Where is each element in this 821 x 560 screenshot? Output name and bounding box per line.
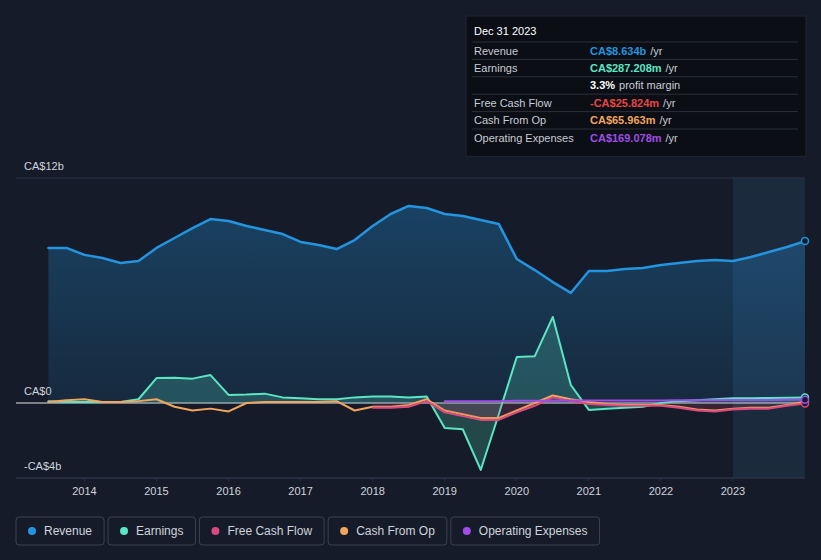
tooltip-unit: /yr — [666, 62, 679, 74]
tooltip-divider — [472, 111, 798, 112]
legend-item: Earnings — [108, 517, 195, 545]
tooltip-value: CA$65.963m — [590, 114, 656, 126]
legend-swatch — [211, 527, 219, 535]
plot-area — [48, 206, 805, 470]
tooltip-value: CA$8.634b — [590, 45, 647, 57]
tooltip-label: Cash From Op — [474, 114, 546, 126]
x-tick — [660, 478, 661, 481]
tooltip-unit: profit margin — [619, 79, 680, 91]
legend-swatch — [463, 527, 471, 535]
x-tick — [444, 478, 445, 481]
x-tick-label: 2018 — [360, 485, 384, 497]
x-tick-label: 2019 — [432, 485, 456, 497]
legend: Revenue Earnings Free Cash Flow Cash From O… — [16, 517, 600, 545]
series-line — [48, 206, 805, 293]
x-tick-label: 2021 — [577, 485, 601, 497]
x-tick — [372, 478, 373, 481]
tooltip: Dec 31 2023 Revenue CA$8.634b/yr Earnings CA… — [466, 16, 806, 156]
legend-swatch — [340, 527, 348, 535]
legend-box — [108, 517, 195, 545]
tooltip-value: -CA$25.824m — [590, 97, 659, 109]
y-tick-label: CA$0 — [24, 385, 52, 397]
tooltip-label: Free Cash Flow — [474, 97, 552, 109]
x-tick — [516, 478, 517, 481]
x-tick — [156, 478, 157, 481]
tooltip-unit: /yr — [663, 97, 676, 109]
series-area — [373, 397, 805, 420]
y-tick-label: -CA$4b — [24, 460, 61, 472]
grid-line — [16, 178, 805, 179]
x-tick — [300, 478, 301, 481]
tooltip-value: 3.3% — [590, 79, 615, 91]
legend-item: Operating Expenses — [451, 517, 600, 545]
legend-label: Cash From Op — [356, 524, 435, 538]
legend-item: Revenue — [16, 517, 104, 545]
x-tick — [588, 478, 589, 481]
x-tick — [84, 478, 85, 481]
legend-box — [328, 517, 447, 545]
series-area — [48, 317, 805, 470]
x-tick-label: 2017 — [288, 485, 312, 497]
legend-item: Free Cash Flow — [199, 517, 324, 545]
tooltip-divider — [472, 59, 798, 60]
legend-label: Free Cash Flow — [227, 524, 312, 538]
grid-line — [16, 478, 805, 479]
x-tick-label: 2015 — [144, 485, 168, 497]
series-line — [445, 400, 805, 401]
tooltip-divider — [472, 129, 798, 130]
tooltip-value: CA$169.078m — [590, 132, 662, 144]
x-axis-line — [16, 478, 805, 479]
tooltip-divider — [472, 42, 798, 43]
legend-label: Earnings — [136, 524, 183, 538]
series-line — [48, 317, 805, 470]
background — [0, 0, 821, 560]
legend-box — [451, 517, 600, 545]
legend-box — [199, 517, 324, 545]
x-tick — [228, 478, 229, 481]
tooltip-value: CA$287.208m — [590, 62, 662, 74]
legend-swatch — [120, 527, 128, 535]
tooltip-title: Dec 31 2023 — [474, 25, 536, 37]
series-line — [373, 397, 805, 420]
tooltip-label: Earnings — [474, 62, 518, 74]
legend-item: Cash From Op — [328, 517, 447, 545]
end-point — [802, 238, 809, 245]
tooltip-divider — [472, 94, 798, 95]
tooltip-box — [466, 16, 806, 156]
tooltip-unit: /yr — [659, 114, 672, 126]
x-tick-label: 2014 — [72, 485, 96, 497]
legend-label: Operating Expenses — [479, 524, 588, 538]
legend-swatch — [28, 527, 36, 535]
x-tick-label: 2020 — [505, 485, 529, 497]
tooltip-unit: /yr — [666, 132, 679, 144]
x-tick-label: 2016 — [216, 485, 240, 497]
tooltip-label: Revenue — [474, 45, 518, 57]
legend-box — [16, 517, 104, 545]
chart: -CA$4b CA$0 CA$12b 2014 2015 2016 2017 2018 2019… — [0, 0, 821, 560]
tooltip-unit: /yr — [650, 45, 663, 57]
end-point — [802, 396, 809, 403]
x-tick-label: 2022 — [649, 485, 673, 497]
legend-label: Revenue — [44, 524, 92, 538]
tooltip-label: Operating Expenses — [474, 132, 574, 144]
y-tick-label: CA$12b — [24, 160, 64, 172]
x-tick — [732, 478, 733, 481]
x-tick-label: 2023 — [721, 485, 745, 497]
tooltip-divider — [472, 76, 798, 77]
series-area — [48, 206, 805, 403]
